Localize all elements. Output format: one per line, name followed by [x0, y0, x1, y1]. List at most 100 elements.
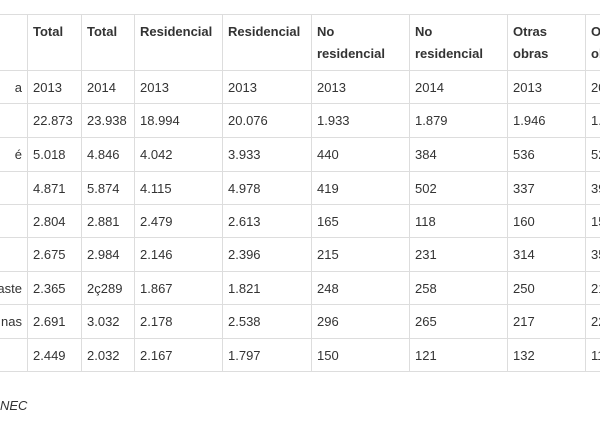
- cell-text: 2.178: [140, 314, 173, 329]
- cell-text: 2.691: [33, 314, 66, 329]
- cell-text: 118: [415, 213, 436, 229]
- cell-text: 258: [415, 280, 437, 296]
- table-cell: 2014: [81, 70, 134, 103]
- table-cell: aste: [0, 271, 27, 304]
- table-cell: 2ç289: [81, 271, 134, 304]
- cell-text: 1.: [591, 113, 600, 128]
- table-cell: [0, 338, 27, 371]
- table-cell: 11: [585, 338, 600, 371]
- table-cell: [0, 103, 27, 137]
- table-cell: 1.946: [507, 103, 585, 137]
- table-cell: 15: [585, 204, 600, 237]
- cell-text: 2.479: [140, 213, 173, 229]
- table-cell: 2.146: [134, 237, 222, 271]
- cell-text: 18.994: [140, 113, 180, 128]
- table-cell: 2013: [134, 70, 222, 103]
- table-cell: 39: [585, 171, 600, 204]
- cell-text: 2.449: [33, 347, 66, 363]
- header-cell: Otras obras: [507, 14, 585, 70]
- cell-text: nas: [1, 314, 22, 329]
- cell-text: 1.879: [415, 113, 448, 128]
- cell-text: 265: [415, 314, 437, 329]
- table-cell: 2.032: [81, 338, 134, 371]
- cell-text: aste: [0, 280, 22, 296]
- cell-text: 248: [317, 280, 339, 296]
- cell-text: 2.167: [140, 347, 173, 363]
- table-cell: 1.821: [222, 271, 311, 304]
- table-cell: [0, 237, 27, 271]
- table-bottom-border: [0, 371, 600, 372]
- table-cell: 384: [409, 137, 507, 171]
- table-cell: 1.879: [409, 103, 507, 137]
- cell-text: 419: [317, 180, 339, 196]
- cell-text: 440: [317, 147, 339, 162]
- table-cell: 2.396: [222, 237, 311, 271]
- cell-text: Residencial: [228, 24, 301, 39]
- header-cell: Ot ob: [585, 14, 600, 70]
- cell-text: 215: [317, 247, 339, 262]
- table-cell: 18.994: [134, 103, 222, 137]
- table-cell: 258: [409, 271, 507, 304]
- cell-text: 2.396: [228, 247, 261, 262]
- table-cell: 2.365: [27, 271, 81, 304]
- table-cell: 4.978: [222, 171, 311, 204]
- cell-text: 4.978: [228, 180, 261, 196]
- cell-text: 52: [591, 147, 600, 162]
- table-cell: 5.874: [81, 171, 134, 204]
- table-cell: 2013: [507, 70, 585, 103]
- cell-text: 337: [513, 180, 535, 196]
- cell-text: 150: [317, 347, 339, 363]
- cell-text: 231: [415, 247, 437, 262]
- cell-text: 2.146: [140, 247, 173, 262]
- cell-text: 35: [591, 247, 600, 262]
- table-cell: 2.178: [134, 304, 222, 338]
- table-cell: 1.933: [311, 103, 409, 137]
- cell-text: 15: [591, 213, 600, 229]
- table-cell: 165: [311, 204, 409, 237]
- header-cell: Residencial: [134, 14, 222, 70]
- table-cell: 121: [409, 338, 507, 371]
- table-cell: 5.018: [27, 137, 81, 171]
- cell-text: 2.675: [33, 247, 66, 262]
- table-cell: 3.933: [222, 137, 311, 171]
- table-cell: 217: [507, 304, 585, 338]
- table-cell: 4.871: [27, 171, 81, 204]
- header-cell: No residencial: [311, 14, 409, 70]
- table-cell: 314: [507, 237, 585, 271]
- header-cell: Residencial: [222, 14, 311, 70]
- cell-text: 2ç289: [87, 280, 123, 296]
- cell-text: 132: [513, 347, 535, 363]
- cell-text: 2.365: [33, 280, 66, 296]
- header-cell: No residencial: [409, 14, 507, 70]
- table-cell: 296: [311, 304, 409, 338]
- cell-text: 4.871: [33, 180, 66, 196]
- cell-text: 536: [513, 147, 535, 162]
- table-cell: 2.479: [134, 204, 222, 237]
- table-cell: 2.538: [222, 304, 311, 338]
- cell-text: 22.873: [33, 113, 73, 128]
- table-cell: 2013: [27, 70, 81, 103]
- cell-text: Ot ob: [591, 24, 600, 61]
- table-cell: nas: [0, 304, 27, 338]
- table-cell: 1.797: [222, 338, 311, 371]
- table-cell: 2.613: [222, 204, 311, 237]
- table-cell: 22.873: [27, 103, 81, 137]
- table-cell: 3.032: [81, 304, 134, 338]
- cell-text: 121: [415, 347, 437, 363]
- cell-text: 2013: [33, 79, 62, 95]
- table-cell: [0, 204, 27, 237]
- cell-text: 20: [591, 79, 600, 95]
- table-cell: 2013: [222, 70, 311, 103]
- cell-text: 2013: [513, 79, 542, 95]
- cell-text: 2013: [140, 79, 169, 95]
- table-cell: 132: [507, 338, 585, 371]
- table-cell: a: [0, 70, 27, 103]
- table-cell: 20.076: [222, 103, 311, 137]
- cell-text: 1.867: [140, 280, 173, 296]
- table-cell: 2.167: [134, 338, 222, 371]
- cell-text: 314: [513, 247, 535, 262]
- cell-text: 1.946: [513, 113, 546, 128]
- cell-text: 2.804: [33, 213, 66, 229]
- cell-text: 384: [415, 147, 437, 162]
- table-cell: 118: [409, 204, 507, 237]
